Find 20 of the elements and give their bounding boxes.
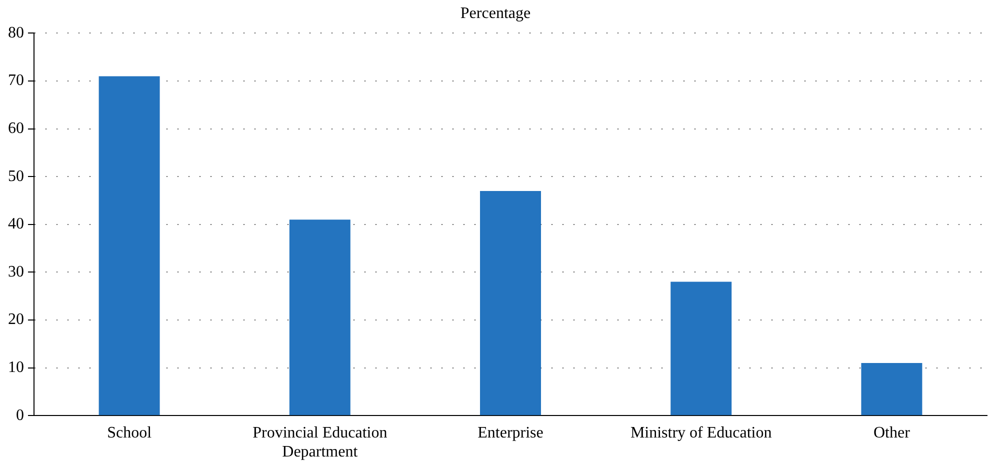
y-tick-label: 70 [8, 72, 24, 90]
y-tick-label: 60 [8, 120, 24, 138]
x-tick-label: School [107, 424, 152, 442]
y-tick-label: 80 [8, 24, 24, 42]
chart-title: Percentage [460, 4, 531, 22]
bar [289, 220, 350, 416]
y-tick-label: 50 [8, 168, 24, 185]
y-tick-label: 10 [8, 359, 24, 376]
x-tick-label: Enterprise [478, 424, 544, 442]
y-tick-label: 20 [8, 311, 24, 328]
x-tick-label: Other [873, 424, 911, 442]
bar [480, 190, 541, 416]
bar [670, 282, 732, 416]
y-tick-label: 0 [16, 406, 24, 424]
x-tick-label: Ministry of Education [630, 424, 772, 442]
y-tick-label: 40 [8, 216, 24, 233]
y-tick-label: 30 [8, 263, 24, 280]
bar [98, 76, 160, 416]
x-tick-label: Provincial Education Department [252, 424, 388, 461]
bar [861, 363, 922, 416]
